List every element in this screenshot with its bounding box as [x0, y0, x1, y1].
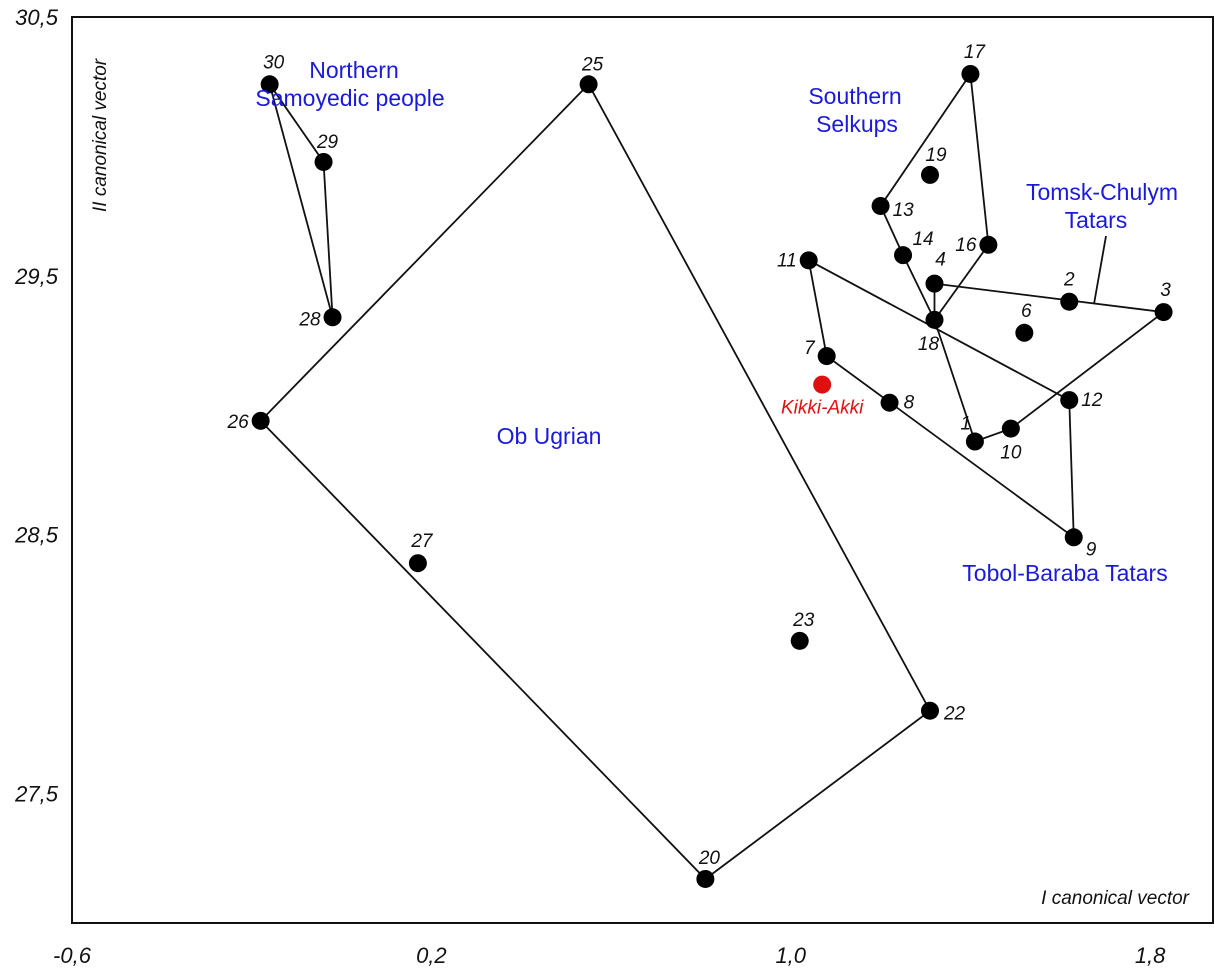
point-11 — [799, 251, 818, 270]
point-1 — [965, 432, 984, 451]
point-label-22: 22 — [943, 704, 966, 725]
point-label-7: 7 — [804, 338, 816, 359]
ticks-layer: -0,6 0,2 1,0 1,8 30,5 29,5 28,5 27,5 — [14, 5, 1166, 968]
point-30 — [260, 75, 279, 94]
point-4 — [925, 274, 944, 293]
point-29 — [314, 152, 333, 171]
point-label-12: 12 — [1081, 390, 1103, 411]
y-tick-label: 27,5 — [14, 782, 59, 807]
x-tick-label: 0,2 — [416, 943, 447, 968]
group-label-ob-ugrian: Ob Ugrian — [497, 423, 602, 449]
point-label-25: 25 — [581, 54, 604, 75]
point-label-2: 2 — [1063, 270, 1075, 291]
point-28 — [323, 308, 342, 327]
point-label-9: 9 — [1086, 539, 1097, 560]
point-label-23: 23 — [792, 610, 815, 631]
point-22 — [920, 701, 939, 720]
point-label-4: 4 — [935, 250, 946, 271]
point-20 — [696, 869, 715, 888]
point-27 — [408, 554, 427, 573]
point-10 — [1001, 419, 1020, 438]
hull-northern-samoyedic-people — [268, 83, 334, 318]
group-label-northern-samoyedic-line1: Northern — [309, 57, 398, 83]
point-label-10: 10 — [1000, 443, 1022, 464]
point-6 — [1015, 323, 1034, 342]
point-label-27: 27 — [410, 531, 434, 552]
x-tick-label: 1,8 — [1135, 943, 1166, 968]
y-axis-title: II canonical vector — [90, 58, 111, 212]
point-13 — [871, 196, 890, 215]
hull-ob-ugrian — [259, 82, 932, 881]
y-tick-label: 30,5 — [15, 5, 59, 30]
point-19 — [920, 165, 939, 184]
x-axis-title: I canonical vector — [1041, 888, 1190, 909]
point-label-28: 28 — [298, 309, 321, 330]
group-label-southern-selkups-line1: Southern — [808, 83, 901, 109]
point-label-kikki-akki: Kikki-Akki — [781, 398, 864, 419]
plot-frame — [71, 16, 1214, 924]
point-label-30: 30 — [263, 52, 285, 73]
y-tick-label: 29,5 — [14, 264, 59, 289]
point-label-26: 26 — [227, 412, 250, 433]
x-tick-label: -0,6 — [53, 943, 92, 968]
point-label-3: 3 — [1160, 280, 1171, 301]
point-25 — [579, 75, 598, 94]
point-label-16: 16 — [955, 235, 977, 256]
point-9 — [1064, 528, 1083, 547]
point-label-17: 17 — [964, 42, 987, 63]
point-label-8: 8 — [904, 393, 915, 414]
group-label-tomsk-chulym-line1: Tomsk-Chulym — [1026, 179, 1178, 205]
point-label-19: 19 — [925, 145, 947, 166]
point-23 — [790, 631, 809, 650]
point-14 — [894, 246, 913, 265]
hull-southern-selkups — [879, 71, 990, 322]
x-tick-label: 1,0 — [775, 943, 806, 968]
point-label-18: 18 — [918, 334, 940, 355]
point-8 — [880, 393, 899, 412]
tomsk-chulym-leader-line — [1093, 235, 1107, 305]
group-label-tomsk-chulym-line2: Tatars — [1065, 207, 1128, 233]
group-label-southern-selkups-line2: Selkups — [816, 111, 898, 137]
point-18 — [925, 310, 944, 329]
point-label-14: 14 — [912, 229, 933, 250]
point-label-6: 6 — [1021, 301, 1032, 322]
y-tick-label: 28,5 — [14, 523, 59, 548]
group-label-northern-samoyedic-line2: Samoyedic people — [255, 85, 444, 111]
point-2 — [1060, 292, 1079, 311]
point-3 — [1154, 303, 1173, 322]
point-label-29: 29 — [316, 132, 339, 153]
point-label-20: 20 — [698, 848, 721, 869]
point-7 — [817, 347, 836, 366]
group-label-tobol-baraba: Tobol-Baraba Tatars — [962, 560, 1167, 586]
point-12 — [1060, 391, 1079, 410]
point-label-1: 1 — [960, 414, 971, 435]
point-17 — [961, 64, 980, 83]
point-label-13: 13 — [893, 200, 915, 221]
point-label-11: 11 — [777, 250, 797, 271]
point-kikki-akki — [813, 375, 832, 394]
point-26 — [251, 411, 270, 430]
point-16 — [979, 235, 998, 254]
